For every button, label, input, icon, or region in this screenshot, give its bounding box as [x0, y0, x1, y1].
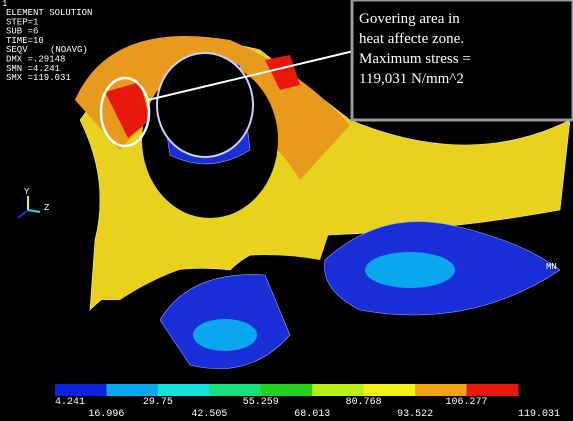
legend-label: 4.241: [55, 397, 85, 408]
legend-swatch: [415, 384, 467, 396]
callout-line: Maximum stress =: [359, 51, 471, 67]
legend-swatch: [467, 384, 519, 396]
legend-label: 42.505: [191, 409, 227, 420]
callout-line: 119,031 N/mm^2: [359, 71, 464, 87]
legend-label: 106.277: [446, 397, 488, 408]
legend-swatch: [158, 384, 210, 396]
legend-swatch: [312, 384, 364, 396]
legend-label: 68.013: [294, 409, 330, 420]
legend-swatch: [364, 384, 416, 396]
legend-label: 119.031: [518, 409, 560, 420]
legend-swatch: [209, 384, 261, 396]
legend-swatch: [55, 384, 107, 396]
min-marker: MN: [546, 262, 557, 272]
legend-label: 16.996: [88, 409, 124, 420]
viewport: 1 ELEMENT SOLUTIONSTEP=1SUB =6TIME=10SEQ…: [0, 0, 573, 421]
screenshot: 1 ELEMENT SOLUTIONSTEP=1SUB =6TIME=10SEQ…: [0, 0, 573, 421]
triad-z: Z: [44, 203, 50, 213]
legend-label: 80.768: [346, 397, 382, 408]
triad-y: Y: [24, 187, 30, 197]
info-line: SMX =119.031: [6, 73, 71, 83]
legend-label: 55.259: [243, 397, 279, 408]
legend-swatch: [106, 384, 158, 396]
legend-swatch: [261, 384, 313, 396]
legend-label: 93.522: [397, 409, 433, 420]
callout-line: heat affecte zone.: [359, 31, 464, 47]
callout-line: Govering area in: [359, 11, 460, 27]
legend-label: 29.75: [143, 397, 173, 408]
